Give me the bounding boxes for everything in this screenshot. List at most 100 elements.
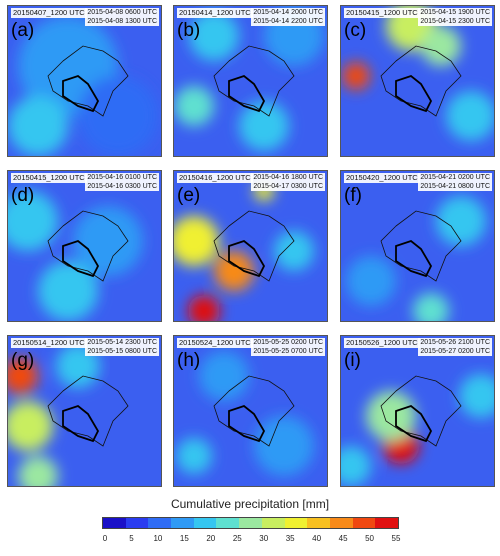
sub-catchment-outline [62,239,100,278]
colorbar-tick-label: 40 [312,534,322,543]
colorbar-tick-label: 30 [259,534,269,543]
model-run-label: 20150526_1200 UTC [344,338,420,348]
map-panel: 20150414_1200 UTC 2015-04-14 2000 UTC 2015… [173,5,328,157]
colorbar-swatch [352,518,376,528]
precipitation-blob [174,216,219,266]
map-panel: 20150524_1200 UTC 2015-05-25 0200 UTC 2015… [173,335,328,487]
precipitation-blob [342,62,370,90]
map-panel: 20150514_1200 UTC 2015-05-14 2300 UTC 2015… [7,335,162,487]
period-start: 2015-04-16 1800 UTC [253,174,323,181]
period-end: 2015-04-16 0300 UTC [87,183,157,190]
colorbar-swatch [125,518,149,528]
period-start: 2015-04-14 2000 UTC [253,9,323,16]
catchment-outline [380,375,462,447]
colorbar-swatch [103,518,126,528]
model-run-label: 20150416_1200 UTC [177,173,253,183]
sub-catchment-outline [395,239,433,278]
colorbar-swatch [284,518,308,528]
precipitation-blob [459,374,494,418]
colorbar-tick-label: 50 [365,534,374,543]
period-start: 2015-04-15 1900 UTC [420,9,490,16]
sub-catchment-outline [228,74,266,113]
precipitation-blob [366,391,416,441]
period-end: 2015-05-27 0200 UTC [420,348,490,355]
accumulation-period: 2015-04-15 1900 UTC 2015-04-15 2300 UTC [418,8,492,26]
precipitation-field [346,196,486,321]
model-run-label: 20150524_1200 UTC [177,338,253,348]
catchment-outline [213,210,295,282]
colorbar-tick-label: 25 [232,534,242,543]
precipitation-blob [174,86,214,126]
map-panel: 20150526_1200 UTC 2015-05-26 2100 UTC 2015… [340,335,495,487]
precipitation-field [176,351,314,476]
period-start: 2015-04-16 0100 UTC [87,174,157,181]
precipitation-blob [239,101,289,151]
precipitation-field [8,191,143,321]
period-start: 2015-05-14 2300 UTC [87,339,157,346]
map-panel: 20150407_1200 UTC 2015-04-08 0600 UTC 2015… [7,5,162,157]
colorbar [102,517,399,529]
catchment-outline [47,210,129,282]
catchment-outline [213,375,295,447]
precipitation-blob [8,358,38,394]
panel-letter: (i) [344,350,361,371]
precipitation-blob [199,351,249,401]
period-start: 2015-05-26 2100 UTC [420,339,490,346]
colorbar-tick-label: 15 [179,534,189,543]
period-end: 2015-04-08 1300 UTC [87,18,157,25]
period-start: 2015-04-08 0600 UTC [87,9,157,16]
period-start: 2015-05-25 0200 UTC [253,339,323,346]
colorbar-tick-label: 20 [206,534,216,543]
sub-catchment-outline [62,74,100,113]
colorbar-title: Cumulative precipitation [mm] [170,497,330,511]
precipitation-blob [73,206,143,276]
colorbar-swatch [307,518,330,528]
period-end: 2015-04-14 2200 UTC [253,18,323,25]
accumulation-period: 2015-05-25 0200 UTC 2015-05-25 0700 UTC [251,338,325,356]
panel-letter: (h) [177,350,201,371]
colorbar-tick-label: 0 [102,534,108,543]
panel-letter: (g) [11,350,35,371]
colorbar-swatch [239,518,262,528]
panel-letter: (d) [11,185,35,206]
accumulation-period: 2015-04-08 0600 UTC 2015-04-08 1300 UTC [85,8,159,26]
accumulation-period: 2015-04-14 2000 UTC 2015-04-14 2200 UTC [251,8,325,26]
model-run-label: 20150514_1200 UTC [11,338,87,348]
colorbar-tick-label: 35 [285,534,295,543]
precipitation-blob [446,91,494,141]
precipitation-blob [189,11,239,61]
colorbar-swatch [261,518,285,528]
colorbar-swatch [171,518,194,528]
period-start: 2015-04-21 0200 UTC [420,174,490,181]
catchment-outline [380,45,462,117]
panel-letter: (f) [344,185,362,206]
period-end: 2015-04-15 2300 UTC [420,18,490,25]
sub-catchment-outline [395,74,433,113]
catchment-outline [380,210,462,282]
precipitation-blob [341,446,371,486]
period-end: 2015-04-21 0800 UTC [420,183,490,190]
precipitation-blob [8,401,53,451]
period-end: 2015-04-17 0300 UTC [253,183,323,190]
colorbar-tick-label: 5 [129,534,134,543]
accumulation-period: 2015-05-26 2100 UTC 2015-05-27 0200 UTC [418,338,492,356]
sub-catchment-outline [62,404,100,443]
accumulation-period: 2015-05-14 2300 UTC 2015-05-15 0800 UTC [85,338,159,356]
panel-letter: (e) [177,185,201,206]
precipitation-blob [8,191,58,251]
colorbar-swatch [148,518,172,528]
period-end: 2015-05-25 0700 UTC [253,348,323,355]
sub-catchment-outline [228,239,266,278]
model-run-label: 20150414_1200 UTC [177,8,253,18]
colorbar-tick-label: 55 [391,534,401,543]
model-run-label: 20150415_1200 UTC [344,8,420,18]
colorbar-swatch [216,518,240,528]
precipitation-blob [38,261,98,321]
accumulation-period: 2015-04-16 1800 UTC 2015-04-17 0300 UTC [251,173,325,191]
sub-catchment-outline [228,404,266,443]
precipitation-blob [214,251,254,291]
map-panel: 20150415_1200 UTC 2015-04-15 1900 UTC 2015… [340,5,495,157]
panel-letter: (c) [344,20,367,41]
colorbar-swatch [375,518,398,528]
precipitation-blob [78,76,158,156]
